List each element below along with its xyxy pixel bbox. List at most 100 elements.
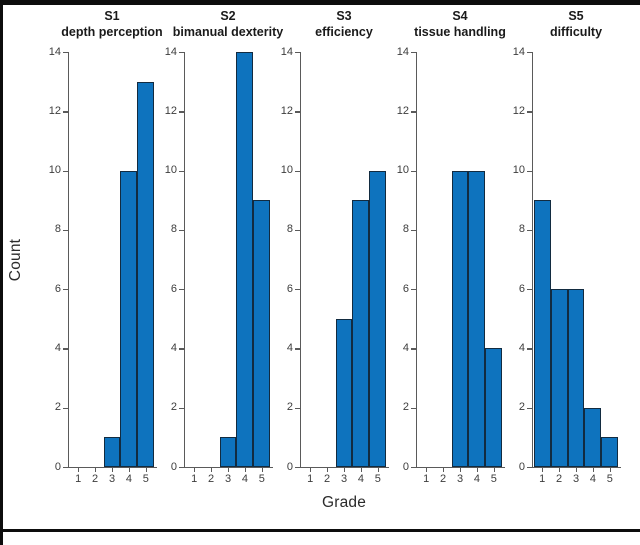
bar-s3-grade-3 bbox=[335, 318, 353, 467]
bar-s2-grade-5 bbox=[253, 200, 271, 467]
y-tick-label-s2: 12 bbox=[164, 104, 177, 117]
y-tick-label-s4: 14 bbox=[396, 45, 409, 58]
x-tick-label-s4: 3 bbox=[456, 473, 464, 485]
y-tick-s3 bbox=[295, 348, 300, 350]
subplot-title-line1: S3 bbox=[336, 9, 352, 23]
y-tick-s1 bbox=[63, 52, 68, 54]
subplot-title-s4: S4 tissue handling bbox=[370, 8, 550, 40]
x-tick-label-s2: 5 bbox=[258, 473, 265, 485]
y-tick-label-s1: 2 bbox=[54, 401, 61, 414]
y-tick-s5 bbox=[527, 111, 532, 113]
x-tick-s5 bbox=[609, 468, 612, 472]
subplot-title-s2: S2 bimanual dexterity bbox=[138, 8, 318, 40]
y-tick-label-s5: 14 bbox=[512, 45, 525, 58]
x-tick-s1 bbox=[95, 468, 97, 472]
x-tick-s2 bbox=[194, 468, 196, 472]
bar-s4-grade-3 bbox=[451, 170, 469, 467]
subplot-title-line2: tissue handling bbox=[414, 25, 506, 39]
x-tick-s3 bbox=[310, 468, 312, 472]
y-tick-label-s1: 0 bbox=[54, 460, 61, 473]
y-axis-spine-s5 bbox=[532, 52, 533, 468]
y-tick-s3 bbox=[295, 111, 300, 113]
x-tick-label-s1: 3 bbox=[108, 473, 116, 485]
y-tick-s2 bbox=[179, 467, 184, 469]
x-axis-spine-s2 bbox=[184, 467, 273, 468]
subplot-title-s3: S3 efficiency bbox=[254, 8, 434, 40]
y-tick-s2 bbox=[179, 348, 184, 350]
x-tick-s5 bbox=[559, 468, 561, 472]
y-tick-s5 bbox=[527, 52, 532, 54]
x-axis-spine-s5 bbox=[532, 467, 621, 468]
x-axis-label: Grade bbox=[321, 494, 367, 511]
y-tick-s5 bbox=[527, 229, 532, 232]
frame-border-left bbox=[0, 0, 3, 545]
y-tick-label-s4: 6 bbox=[402, 282, 409, 295]
y-tick-label-s2: 6 bbox=[170, 282, 177, 295]
y-tick-label-s2: 10 bbox=[164, 164, 177, 177]
y-tick-s5 bbox=[527, 407, 532, 409]
x-tick-s5 bbox=[576, 468, 578, 472]
y-tick-label-s2: 2 bbox=[170, 401, 177, 414]
y-tick-s4 bbox=[411, 348, 416, 350]
y-tick-label-s1: 6 bbox=[54, 282, 61, 295]
x-tick-label-s3: 3 bbox=[340, 473, 348, 485]
subplot-title-line2: depth perception bbox=[61, 25, 163, 39]
x-tick-label-s2: 4 bbox=[241, 473, 248, 485]
y-tick-label-s5: 12 bbox=[512, 104, 525, 117]
subplot-title-line2: difficulty bbox=[549, 25, 603, 39]
bar-s5-grade-5 bbox=[601, 437, 619, 467]
y-tick-s5 bbox=[527, 348, 532, 350]
y-tick-label-s5: 8 bbox=[518, 223, 525, 236]
y-tick-label-s5: 10 bbox=[512, 164, 525, 177]
y-tick-label-s4: 0 bbox=[402, 460, 409, 473]
x-tick-label-s1: 2 bbox=[92, 473, 99, 485]
y-tick-s1 bbox=[63, 348, 68, 350]
y-tick-s3 bbox=[295, 229, 300, 232]
y-tick-s1 bbox=[63, 467, 68, 469]
x-tick-s1 bbox=[128, 468, 131, 472]
y-tick-label-s2: 0 bbox=[170, 460, 177, 473]
y-tick-s4 bbox=[411, 229, 416, 232]
y-tick-s4 bbox=[411, 170, 416, 172]
bar-s5-grade-1 bbox=[533, 200, 551, 467]
x-tick-label-s5: 5 bbox=[606, 473, 613, 485]
y-tick-s4 bbox=[411, 407, 416, 409]
x-tick-s4 bbox=[426, 468, 428, 472]
x-axis-spine-s1 bbox=[68, 467, 157, 468]
y-tick-label-s1: 4 bbox=[54, 341, 61, 354]
subplot-title-line1: S4 bbox=[452, 9, 468, 23]
x-tick-label-s2: 2 bbox=[208, 473, 215, 485]
x-tick-s1 bbox=[112, 468, 114, 472]
x-tick-label-s1: 1 bbox=[75, 473, 82, 485]
x-tick-label-s5: 1 bbox=[539, 473, 546, 485]
x-tick-s5 bbox=[592, 468, 595, 472]
y-tick-s2 bbox=[179, 111, 184, 113]
x-tick-s3 bbox=[360, 468, 363, 472]
x-tick-label-s5: 3 bbox=[572, 473, 580, 485]
x-tick-s2 bbox=[244, 468, 247, 472]
y-tick-s2 bbox=[179, 289, 184, 291]
subplot-title-line1: S1 bbox=[104, 9, 120, 23]
y-tick-s4 bbox=[411, 289, 416, 291]
y-tick-label-s3: 6 bbox=[286, 282, 293, 295]
x-tick-s3 bbox=[377, 468, 380, 472]
y-tick-s3 bbox=[295, 289, 300, 291]
x-tick-label-s4: 2 bbox=[440, 473, 447, 485]
y-tick-s5 bbox=[527, 289, 532, 291]
bar-s5-grade-2 bbox=[550, 289, 568, 467]
x-axis-spine-s4 bbox=[416, 467, 505, 468]
x-tick-s4 bbox=[493, 468, 496, 472]
y-tick-label-s5: 2 bbox=[518, 401, 525, 414]
x-tick-s1 bbox=[145, 468, 148, 472]
bar-s4-grade-4 bbox=[468, 170, 486, 467]
x-tick-s3 bbox=[344, 468, 346, 472]
x-tick-s2 bbox=[261, 468, 264, 472]
subplot-title-s5: S5 difficulty bbox=[486, 8, 640, 40]
y-tick-s1 bbox=[63, 407, 68, 409]
x-tick-label-s3: 1 bbox=[307, 473, 314, 485]
y-tick-s4 bbox=[411, 111, 416, 113]
bar-s2-grade-4 bbox=[236, 52, 254, 467]
x-tick-label-s5: 2 bbox=[556, 473, 563, 485]
x-tick-label-s4: 4 bbox=[473, 473, 480, 485]
subplot-title-line1: S2 bbox=[220, 9, 236, 23]
